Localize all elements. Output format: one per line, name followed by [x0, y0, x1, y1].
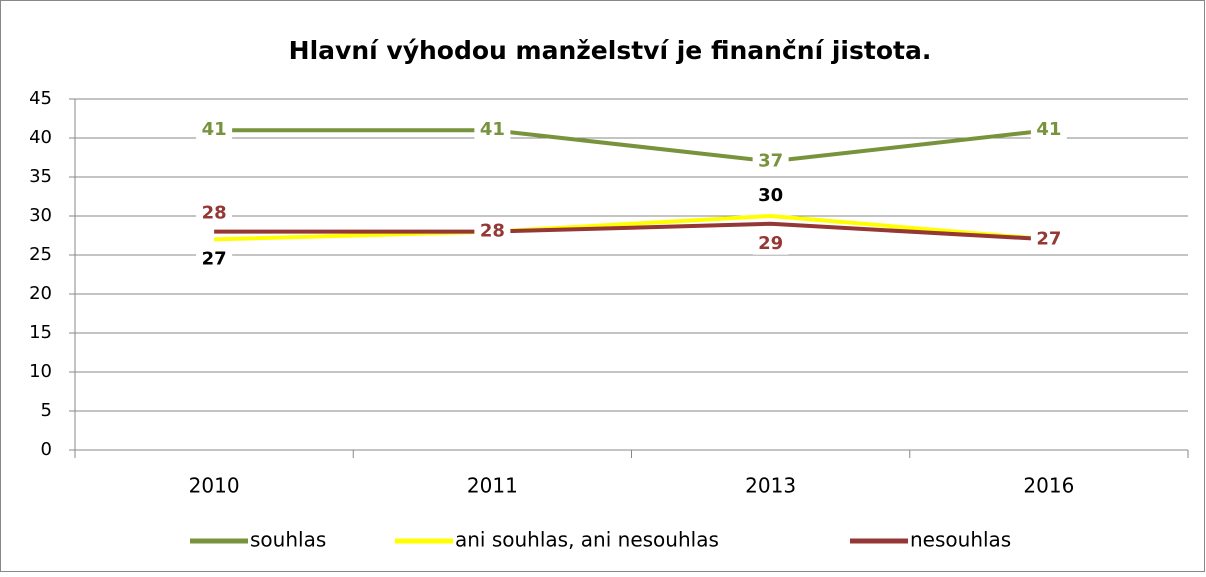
- x-tick-label: 2013: [745, 474, 796, 498]
- data-label: 41: [202, 119, 227, 140]
- label-bg: [196, 119, 233, 142]
- data-label: 41: [480, 119, 505, 140]
- series-line: [214, 128, 1050, 164]
- x-tick-label: 2011: [467, 474, 518, 498]
- y-tick-label: 25: [29, 244, 52, 265]
- label-bg: [474, 119, 511, 142]
- y-tick-label: 40: [29, 127, 52, 148]
- data-label: 30: [758, 185, 783, 206]
- data-label: 27: [202, 248, 227, 269]
- series-line: [214, 221, 1049, 242]
- y-tick-label: 5: [41, 400, 52, 421]
- label-bg: [752, 232, 789, 255]
- data-label: 41: [1036, 119, 1061, 140]
- y-tick-label: 20: [29, 283, 52, 304]
- label-bg: [1030, 119, 1067, 142]
- legend-label: ani souhlas, ani nesouhlas: [455, 528, 719, 552]
- chart-title: Hlavní výhodou manželství je finanční ji…: [289, 36, 932, 65]
- x-tick-label: 2016: [1023, 474, 1074, 498]
- data-label: 29: [758, 233, 783, 254]
- legend-label: souhlas: [250, 528, 326, 552]
- series-line: [214, 213, 1050, 242]
- y-tick-label: 45: [29, 88, 52, 109]
- label-bg: [474, 220, 511, 243]
- y-tick-label: 10: [29, 361, 52, 382]
- label-bg: [752, 150, 789, 173]
- legend-label: nesouhlas: [910, 528, 1011, 552]
- label-bg: [752, 185, 789, 207]
- y-tick-label: 35: [29, 166, 52, 187]
- data-label: 37: [758, 150, 783, 171]
- label-bg: [1030, 228, 1067, 251]
- label-bg: [196, 202, 233, 225]
- data-label: 27: [1036, 228, 1061, 249]
- label-bg: [196, 248, 233, 271]
- y-tick-label: 15: [29, 322, 52, 343]
- y-tick-label: 0: [41, 439, 52, 460]
- y-tick-label: 30: [29, 205, 52, 226]
- data-label: 28: [480, 221, 505, 242]
- x-tick-label: 2010: [189, 474, 240, 498]
- data-label: 28: [202, 203, 227, 224]
